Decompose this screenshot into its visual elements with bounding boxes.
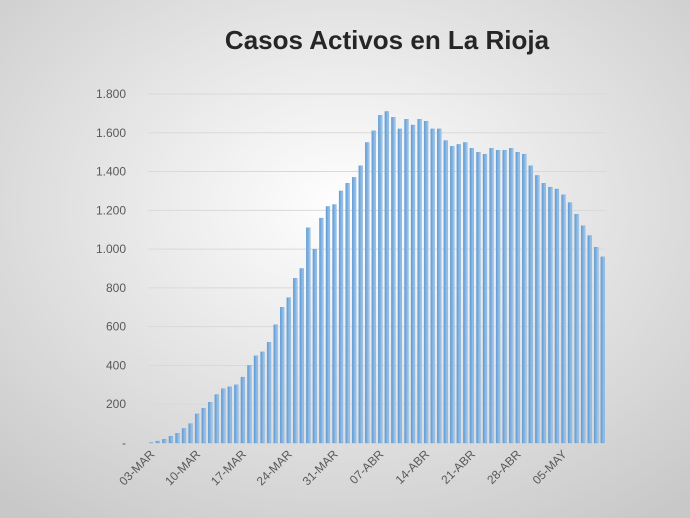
bar <box>423 120 429 444</box>
bar <box>528 165 533 444</box>
bar <box>567 202 573 444</box>
y-tick-label: 1.400 <box>96 165 126 179</box>
bar <box>273 324 278 444</box>
bar <box>430 128 435 444</box>
bar <box>515 152 520 444</box>
bar <box>338 190 344 444</box>
bar <box>168 436 174 444</box>
bar <box>358 165 363 444</box>
bar <box>535 175 540 444</box>
bar <box>522 153 527 444</box>
bar <box>594 247 599 444</box>
bar <box>554 188 560 444</box>
bar <box>162 438 167 444</box>
bar <box>600 256 605 444</box>
bar <box>253 355 259 444</box>
y-tick-label: 400 <box>106 358 126 372</box>
bar <box>247 365 252 444</box>
bar <box>463 142 468 444</box>
bar <box>476 152 481 444</box>
chart-title: Casos Activos en La Rioja <box>225 25 550 55</box>
bar <box>378 115 383 444</box>
bar <box>312 248 317 444</box>
bar <box>155 440 160 444</box>
y-tick-label: 1.200 <box>96 203 126 217</box>
bar <box>221 388 226 444</box>
bar <box>299 268 304 444</box>
bar <box>365 142 370 444</box>
bar <box>548 186 553 444</box>
bar <box>240 376 245 444</box>
bar <box>482 153 488 444</box>
bar <box>410 124 416 444</box>
bar <box>580 225 586 444</box>
bar <box>351 177 357 444</box>
bar <box>456 144 461 444</box>
y-tick-label: 1.800 <box>96 87 126 101</box>
bar <box>391 117 396 444</box>
bar <box>450 146 455 444</box>
bar <box>495 150 501 444</box>
bar <box>371 130 376 444</box>
bar <box>208 402 213 444</box>
bar <box>587 235 592 444</box>
bar <box>280 307 285 444</box>
bar <box>194 413 200 444</box>
bar <box>541 183 546 444</box>
bar <box>332 204 337 444</box>
bar <box>306 227 311 444</box>
bar <box>201 407 206 444</box>
bar <box>404 119 409 444</box>
bar <box>214 394 219 444</box>
bar <box>175 433 180 444</box>
bar <box>397 128 403 444</box>
bar <box>188 423 193 444</box>
bar <box>319 217 324 444</box>
bar <box>293 278 298 444</box>
y-tick-label: 800 <box>106 281 126 295</box>
bar <box>469 148 474 444</box>
bar <box>437 128 442 444</box>
bar <box>574 214 579 444</box>
y-tick-label: - <box>122 436 126 450</box>
bar <box>443 140 448 444</box>
bar <box>561 194 566 444</box>
bar <box>227 386 232 444</box>
bar <box>234 384 239 444</box>
bar <box>181 428 187 444</box>
bar <box>266 342 272 444</box>
bar <box>489 148 494 444</box>
bar <box>345 183 350 444</box>
bar <box>260 351 265 444</box>
bar <box>384 111 389 444</box>
bar <box>325 206 331 444</box>
bar <box>417 119 422 444</box>
y-tick-label: 200 <box>106 397 126 411</box>
y-tick-label: 1.600 <box>96 126 126 140</box>
y-tick-label: 600 <box>106 320 126 334</box>
bar <box>286 297 291 444</box>
y-tick-label: 1.000 <box>96 242 126 256</box>
bar <box>502 150 507 444</box>
bar <box>509 148 514 444</box>
